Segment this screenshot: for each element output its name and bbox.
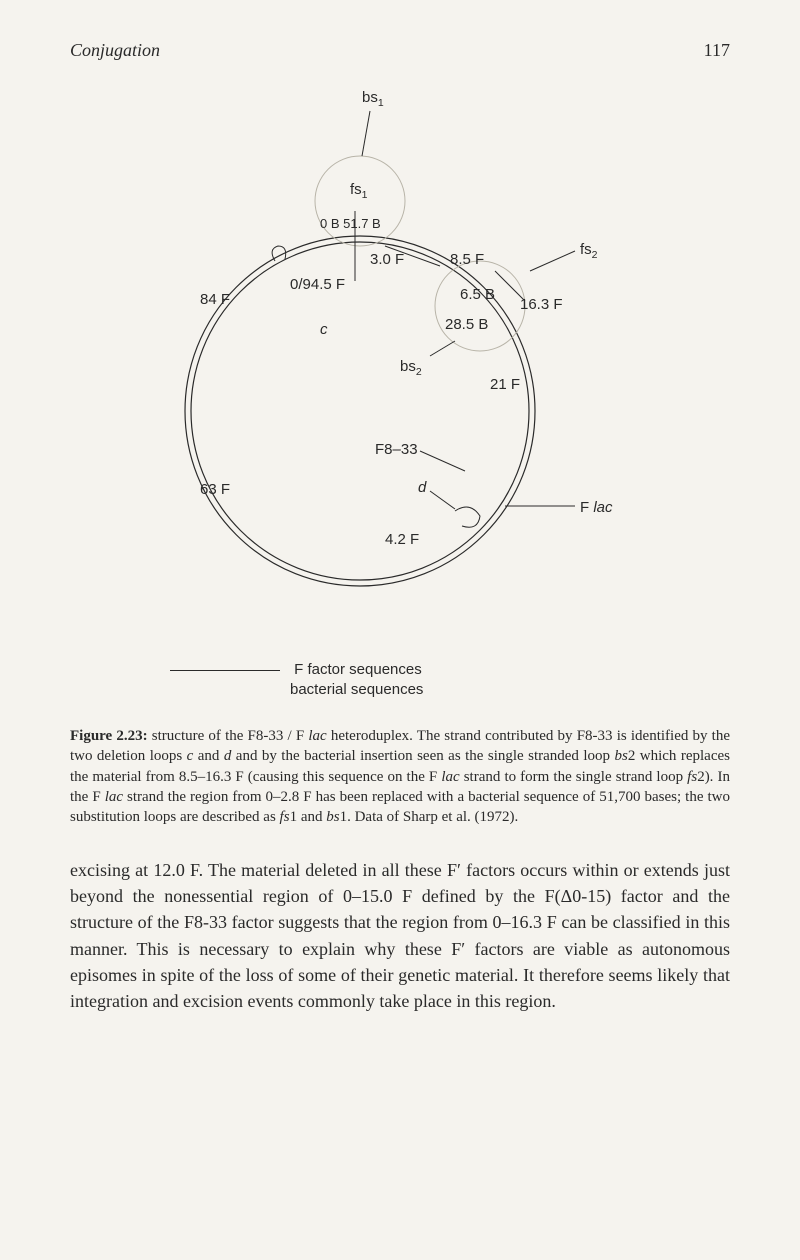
- label-3-0f: 3.0 F: [370, 251, 404, 268]
- label-bs1: bs1: [362, 89, 384, 109]
- label-f8-33: F8–33: [375, 441, 418, 458]
- heteroduplex-diagram: bs1 fs1 0 B 51.7 B 3.0 F 0/94.5 F 84 F c…: [0, 81, 800, 631]
- label-fs2: fs2: [580, 241, 598, 261]
- label-d: d: [418, 479, 426, 496]
- label-c: c: [320, 321, 328, 338]
- body-paragraph: excising at 12.0 F. The material deleted…: [0, 827, 800, 1014]
- label-ob: 0 B 51.7 B: [320, 216, 381, 231]
- figure-caption: Figure 2.23: structure of the F8-33 / F …: [0, 701, 800, 827]
- label-84f: 84 F: [200, 291, 230, 308]
- label-0-94-5f: 0/94.5 F: [290, 276, 345, 293]
- label-fs1: fs1: [350, 181, 368, 201]
- label-16-3f: 16.3 F: [520, 296, 563, 313]
- label-8-5f: 8.5 F: [450, 251, 484, 268]
- label-63f: 63 F: [200, 481, 230, 498]
- legend-bacterial: bacterial sequences: [290, 681, 423, 698]
- label-4-2f: 4.2 F: [385, 531, 419, 548]
- page-number: 117: [704, 40, 730, 61]
- legend-line-icon: [170, 670, 280, 671]
- legend-f-factor: F factor sequences: [294, 661, 422, 678]
- label-6-5b: 6.5 B: [460, 286, 495, 303]
- label-21f: 21 F: [490, 376, 520, 393]
- label-bs2: bs2: [400, 358, 422, 378]
- label-28-5b: 28.5 B: [445, 316, 488, 333]
- label-flac: F lac: [580, 499, 613, 516]
- legend: F factor sequences bacterial sequences: [170, 661, 800, 698]
- running-head-left: Conjugation: [70, 40, 160, 61]
